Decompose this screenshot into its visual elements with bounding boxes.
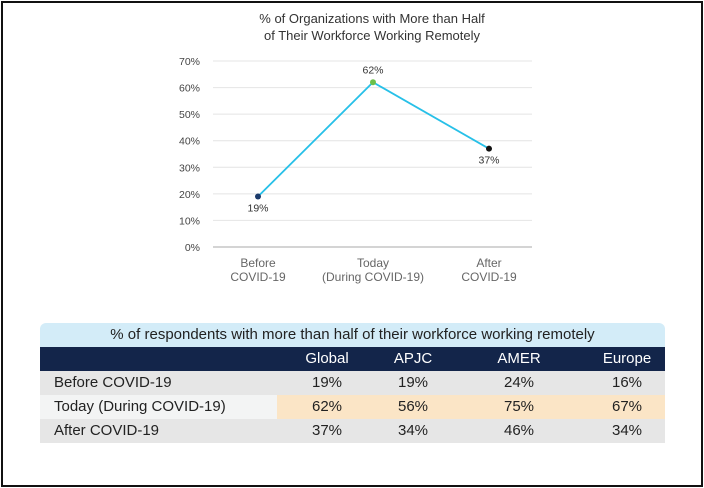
x-tick-label: COVID-19 (461, 270, 517, 284)
table-row: Today (During COVID-19) 62% 56% 75% 67% (40, 395, 665, 419)
table-cell: 34% (611, 422, 643, 439)
table-cell: 46% (503, 422, 535, 439)
y-tick-label: 30% (179, 162, 200, 174)
table-cell: APJC (393, 350, 433, 367)
chart-title: % of Organizations with More than Half (259, 11, 485, 26)
x-tick-label: COVID-19 (230, 270, 286, 284)
table-cell: 67% (611, 398, 643, 415)
row-label: Before COVID-19 (54, 374, 172, 391)
series-line (257, 81, 490, 198)
row-label: Today (During COVID-19) (40, 395, 277, 419)
row-label: After COVID-19 (54, 422, 160, 439)
table-cell: 34% (397, 422, 429, 439)
line-chart: % of Organizations with More than Half of… (179, 11, 532, 284)
data-table: % of respondents with more than half of … (40, 323, 665, 443)
table-row: Before COVID-19 19% 19% 24% 16% (40, 371, 665, 395)
y-tick-label: 70% (179, 56, 200, 68)
table-cell: 37% (311, 422, 343, 439)
x-tick-label: (During COVID-19) (322, 270, 424, 284)
y-tick-label: 0% (185, 242, 200, 254)
table-cell: 16% (611, 374, 643, 391)
data-point (255, 193, 261, 200)
table-cell: 75% (503, 398, 535, 415)
x-tick-label: After (476, 256, 501, 270)
table-row: After COVID-19 37% 34% 46% 34% (40, 419, 665, 443)
table-cell: Europe (602, 350, 652, 367)
table-cell: AMER (497, 350, 541, 367)
table-cell: 62% (311, 398, 343, 415)
y-tick-label: 10% (179, 215, 200, 227)
x-tick-label: Today (357, 256, 389, 270)
x-tick-label: Before (240, 256, 276, 270)
table-cell: 19% (397, 374, 429, 391)
y-tick-label: 60% (179, 83, 200, 95)
data-point (486, 145, 492, 152)
y-tick-label: 40% (179, 136, 200, 148)
table-cell: 24% (503, 374, 535, 391)
data-label: 37% (478, 155, 499, 167)
data-label: 62% (362, 64, 383, 76)
table-title: % of respondents with more than half of … (40, 323, 665, 347)
y-tick-label: 20% (179, 189, 200, 201)
data-point (370, 79, 376, 86)
table-cell: Global (305, 350, 349, 367)
table-header: Global APJC AMER Europe (40, 347, 665, 371)
row-label (40, 347, 277, 371)
y-tick-label: 50% (179, 109, 200, 121)
chart-title: of Their Workforce Working Remotely (264, 28, 481, 43)
table-cell: 19% (311, 374, 343, 391)
table-cell: 56% (397, 398, 429, 415)
data-label: 19% (247, 203, 268, 215)
